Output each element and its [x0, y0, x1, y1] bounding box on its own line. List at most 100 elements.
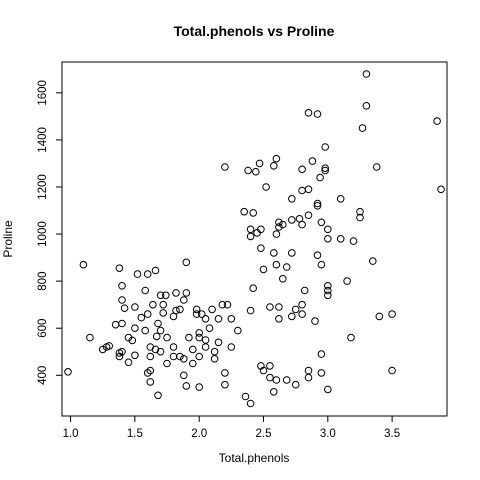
data-point [218, 300, 227, 309]
data-point [324, 286, 332, 295]
data-point [347, 333, 355, 342]
data-point [298, 186, 306, 195]
data-point [64, 368, 72, 376]
data-point [317, 260, 326, 269]
y-tick-label: 1200 [37, 174, 49, 200]
data-point [275, 315, 283, 323]
data-point [115, 264, 124, 273]
data-point [146, 352, 155, 361]
data-point [118, 296, 126, 304]
data-point [143, 369, 152, 377]
data-point [375, 312, 384, 321]
data-point [172, 289, 180, 297]
data-point [321, 164, 330, 172]
data-point [259, 265, 268, 274]
y-tick-label: 1400 [37, 127, 49, 153]
data-point [182, 382, 191, 390]
data-point [282, 263, 291, 271]
points-layer [64, 70, 445, 408]
data-point [152, 332, 161, 341]
x-tick-label: 3.5 [384, 428, 400, 440]
data-point [291, 305, 300, 314]
data-point [388, 310, 396, 318]
x-tick-label: 3.0 [320, 428, 336, 440]
data-point [176, 305, 184, 314]
data-point [356, 207, 364, 216]
data-point [324, 282, 332, 290]
data-point [154, 391, 162, 400]
data-point [304, 211, 313, 219]
data-point [257, 244, 265, 252]
data-point [321, 166, 330, 175]
data-point [343, 277, 351, 285]
data-point [317, 218, 326, 227]
data-point [133, 270, 142, 278]
data-point [227, 315, 236, 323]
data-point [249, 209, 257, 217]
data-point [298, 165, 306, 174]
data-point [298, 220, 306, 229]
data-point [279, 275, 287, 283]
data-point [195, 329, 203, 337]
data-point [195, 333, 203, 342]
data-point [272, 230, 281, 238]
data-point [246, 225, 255, 234]
data-point [275, 223, 283, 231]
data-point [282, 376, 291, 384]
data-point [201, 343, 210, 351]
y-tick-label: 600 [37, 319, 49, 338]
data-point [198, 310, 206, 318]
chart-title: Total.phenols vs Proline [174, 23, 335, 39]
data-point [388, 366, 396, 375]
data-point [324, 291, 332, 300]
data-point [304, 185, 313, 194]
data-point [131, 324, 139, 333]
data-point [244, 166, 252, 175]
y-tick-label: 1600 [37, 80, 49, 106]
data-point [172, 306, 180, 315]
data-point [118, 347, 126, 356]
data-point [105, 342, 113, 350]
data-point [180, 355, 188, 363]
data-point [324, 385, 332, 394]
data-point [131, 303, 139, 311]
data-point [143, 310, 152, 318]
data-point [195, 383, 203, 391]
data-point [304, 366, 313, 375]
data-point [141, 286, 149, 295]
data-point [210, 355, 219, 363]
data-point [259, 366, 268, 375]
data-point [141, 326, 149, 335]
data-point [262, 183, 270, 191]
data-point [304, 373, 313, 382]
data-point [291, 380, 300, 389]
data-point [118, 282, 126, 290]
data-point [156, 347, 165, 356]
data-point [249, 284, 257, 293]
data-point [192, 310, 201, 318]
data-point [252, 167, 260, 176]
data-point [270, 249, 278, 257]
data-point [163, 333, 171, 342]
data-point [151, 266, 160, 275]
data-point [156, 326, 165, 335]
data-point [321, 143, 330, 151]
data-point [195, 352, 203, 361]
data-point [266, 362, 274, 370]
plot-frame [61, 61, 448, 417]
data-point [324, 235, 332, 243]
data-point [246, 399, 255, 408]
data-point [253, 229, 261, 237]
x-tick-label: 1.0 [63, 428, 79, 440]
data-point [336, 195, 345, 203]
data-point [372, 163, 381, 171]
data-point [149, 300, 157, 309]
x-tick-label: 1.5 [127, 428, 143, 440]
y-axis-label: Proline [1, 220, 15, 258]
data-point [275, 218, 283, 227]
data-point [270, 162, 278, 170]
y-axis: 400 600 800 1000 1200 1400 1600 [37, 80, 63, 385]
data-point [257, 225, 265, 234]
data-point [313, 202, 322, 210]
